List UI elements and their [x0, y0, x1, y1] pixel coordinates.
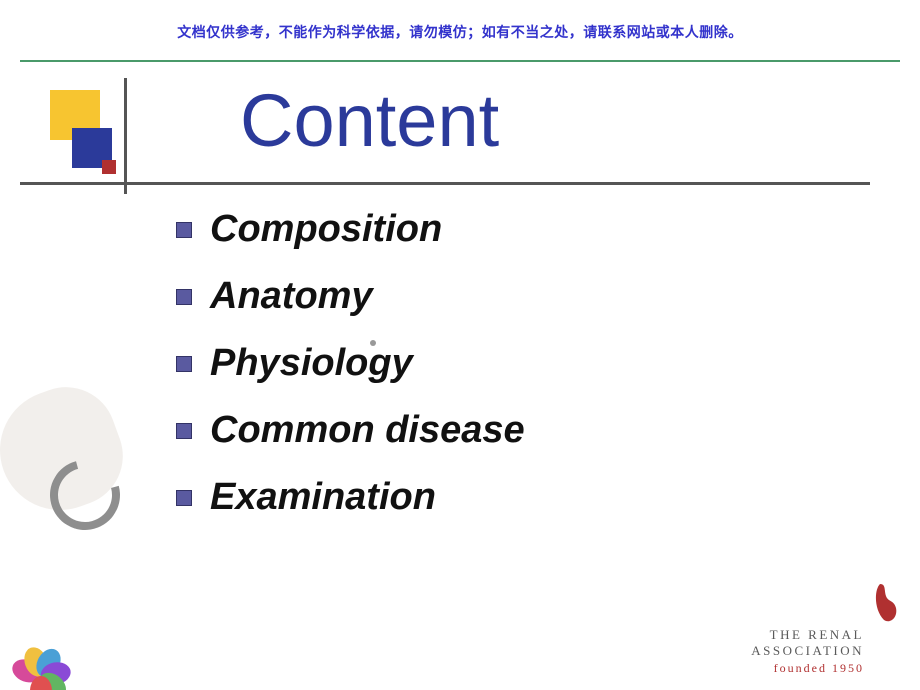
- top-divider: [20, 60, 900, 62]
- corner-decoration: [50, 90, 150, 190]
- renal-line2: ASSOCIATION: [751, 643, 902, 659]
- flower-decoration: [6, 632, 76, 690]
- decor-vline: [124, 78, 127, 194]
- renal-founded: founded 1950: [751, 661, 902, 676]
- decor-hline: [20, 182, 870, 185]
- list-item: Common disease: [176, 409, 525, 452]
- list-item: Examination: [176, 476, 525, 519]
- bullet-text: Composition: [210, 208, 442, 251]
- hand-stethoscope-image: [0, 330, 160, 560]
- bullet-icon: [176, 423, 192, 439]
- kidney-icon: [870, 580, 902, 624]
- bullet-text: Physiology: [210, 342, 413, 385]
- bullet-text: Anatomy: [210, 275, 373, 318]
- list-item: Composition: [176, 208, 525, 251]
- bullet-icon: [176, 356, 192, 372]
- list-item: Anatomy: [176, 275, 525, 318]
- bullet-icon: [176, 222, 192, 238]
- renal-line1: THE RENAL: [751, 627, 902, 643]
- bullet-text: Examination: [210, 476, 436, 519]
- disclaimer-text: 文档仅供参考，不能作为科学依据，请勿模仿；如有不当之处，请联系网站或本人删除。: [0, 22, 920, 42]
- decor-square-red: [102, 160, 116, 174]
- renal-association-logo: THE RENAL ASSOCIATION founded 1950: [751, 627, 902, 677]
- bullet-text: Common disease: [210, 409, 525, 452]
- list-item: Physiology: [176, 342, 525, 385]
- bullet-list: Composition Anatomy Physiology Common di…: [176, 208, 525, 543]
- bullet-icon: [176, 289, 192, 305]
- slide-title: Content: [240, 78, 499, 163]
- bullet-icon: [176, 490, 192, 506]
